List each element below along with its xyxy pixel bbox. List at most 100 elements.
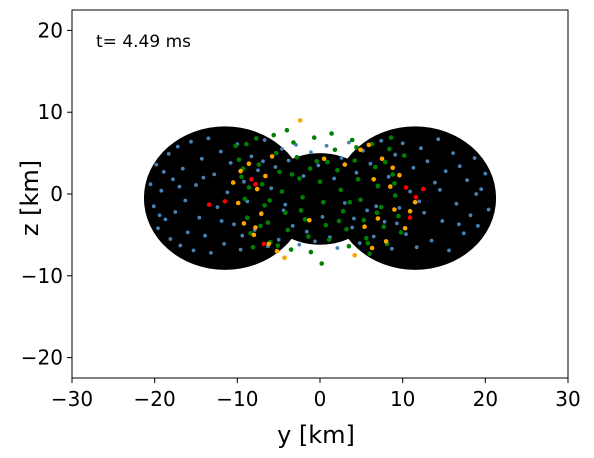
scatter-point xyxy=(433,180,437,185)
scatter-point xyxy=(390,172,396,177)
scatter-point xyxy=(367,251,372,256)
scatter-point xyxy=(180,166,185,171)
scatter-point xyxy=(398,230,404,235)
scatter-point xyxy=(156,226,160,231)
scatter-series xyxy=(148,136,491,255)
scatter-point xyxy=(461,231,466,236)
scatter-point xyxy=(185,230,190,235)
scatter-point xyxy=(283,210,288,216)
scatter-point xyxy=(379,156,385,162)
scatter-series xyxy=(230,118,418,261)
scatter-point xyxy=(177,184,182,189)
density-blob-layer xyxy=(143,126,497,270)
scatter-point xyxy=(191,248,196,253)
scatter-point xyxy=(371,234,376,239)
scatter-point xyxy=(392,181,397,186)
scatter-point xyxy=(392,193,398,198)
scatter-point xyxy=(242,196,248,202)
scatter-point xyxy=(236,157,242,162)
scatter-point xyxy=(378,204,384,210)
scatter-point xyxy=(222,199,228,204)
scatter-point xyxy=(206,136,211,141)
scatter-point xyxy=(440,219,445,223)
scatter-point xyxy=(262,203,267,208)
scatter-point xyxy=(242,179,246,184)
scatter-point xyxy=(383,159,388,165)
scatter-point xyxy=(407,208,413,214)
scatter-point xyxy=(258,223,263,229)
scatter-point xyxy=(279,189,285,194)
scatter-point xyxy=(218,149,223,154)
scatter-point xyxy=(300,195,305,200)
scatter-point xyxy=(249,177,254,182)
scatter-point xyxy=(304,229,309,234)
scatter-point xyxy=(238,247,243,252)
scatter-point xyxy=(419,146,423,151)
scatter-point xyxy=(238,168,243,174)
x-tick-label: 30 xyxy=(555,387,580,411)
scatter-point xyxy=(339,156,344,160)
scatter-point xyxy=(311,135,317,140)
scatter-point xyxy=(342,201,347,205)
scatter-point xyxy=(349,137,355,143)
scatter-point xyxy=(276,237,281,242)
scatter-point xyxy=(457,222,461,227)
scatter-point xyxy=(320,215,325,219)
density-blob xyxy=(143,126,306,270)
scatter-point xyxy=(297,118,303,123)
scatter-point xyxy=(358,147,363,153)
scatter-point xyxy=(397,172,402,178)
scatter-point xyxy=(354,170,359,175)
scatter-point xyxy=(199,156,204,161)
scatter-point xyxy=(316,163,321,168)
scatter-point xyxy=(350,225,355,230)
scatter-point xyxy=(306,234,311,239)
scatter-point xyxy=(386,174,391,179)
scatter-point xyxy=(235,200,241,206)
scatter-point xyxy=(347,140,351,145)
scatter-point xyxy=(400,141,405,146)
scatter-point xyxy=(390,165,396,171)
scatter-point xyxy=(249,154,254,159)
scatter-point xyxy=(261,159,265,164)
scatter-point xyxy=(412,199,418,205)
scatter-point xyxy=(404,232,408,237)
scatter-point xyxy=(344,226,349,232)
scatter-point xyxy=(387,146,392,152)
scatter-point xyxy=(472,156,477,160)
scatter-point xyxy=(309,150,313,155)
scatter-point xyxy=(342,162,348,167)
scatter-point xyxy=(230,180,236,185)
scatter-point xyxy=(277,169,282,175)
scatter-point xyxy=(375,183,381,189)
scatter-point xyxy=(239,174,244,180)
scatter-point xyxy=(225,190,230,195)
scatter-point xyxy=(301,174,306,178)
scatter-point xyxy=(323,222,329,228)
scatter-point xyxy=(414,245,419,250)
scatter-point xyxy=(352,216,356,221)
x-axis-ticks: −30 −20 −10 0 10 20 30 xyxy=(51,378,581,411)
scatter-point xyxy=(465,178,469,183)
scatter-point xyxy=(254,186,260,192)
scatter-point xyxy=(326,237,332,243)
scatter-point xyxy=(436,137,441,142)
time-annotation: t= 4.49 ms xyxy=(96,32,191,52)
scatter-point xyxy=(425,159,430,164)
scatter-point xyxy=(352,253,358,258)
scatter-point xyxy=(163,217,168,222)
scatter-point xyxy=(321,199,326,205)
scatter-point xyxy=(274,248,280,254)
scatter-point xyxy=(285,227,291,233)
scatter-point xyxy=(407,215,413,220)
scatter-point xyxy=(443,169,448,174)
scatter-point xyxy=(336,218,342,224)
scatter-point xyxy=(347,199,353,205)
scatter-point xyxy=(365,240,371,246)
scatter-point xyxy=(241,221,247,226)
scatter-point xyxy=(457,164,462,169)
scatter-point xyxy=(284,127,290,133)
scatter-point xyxy=(307,217,312,223)
scatter-point xyxy=(159,188,164,193)
scatter-point xyxy=(422,210,427,215)
